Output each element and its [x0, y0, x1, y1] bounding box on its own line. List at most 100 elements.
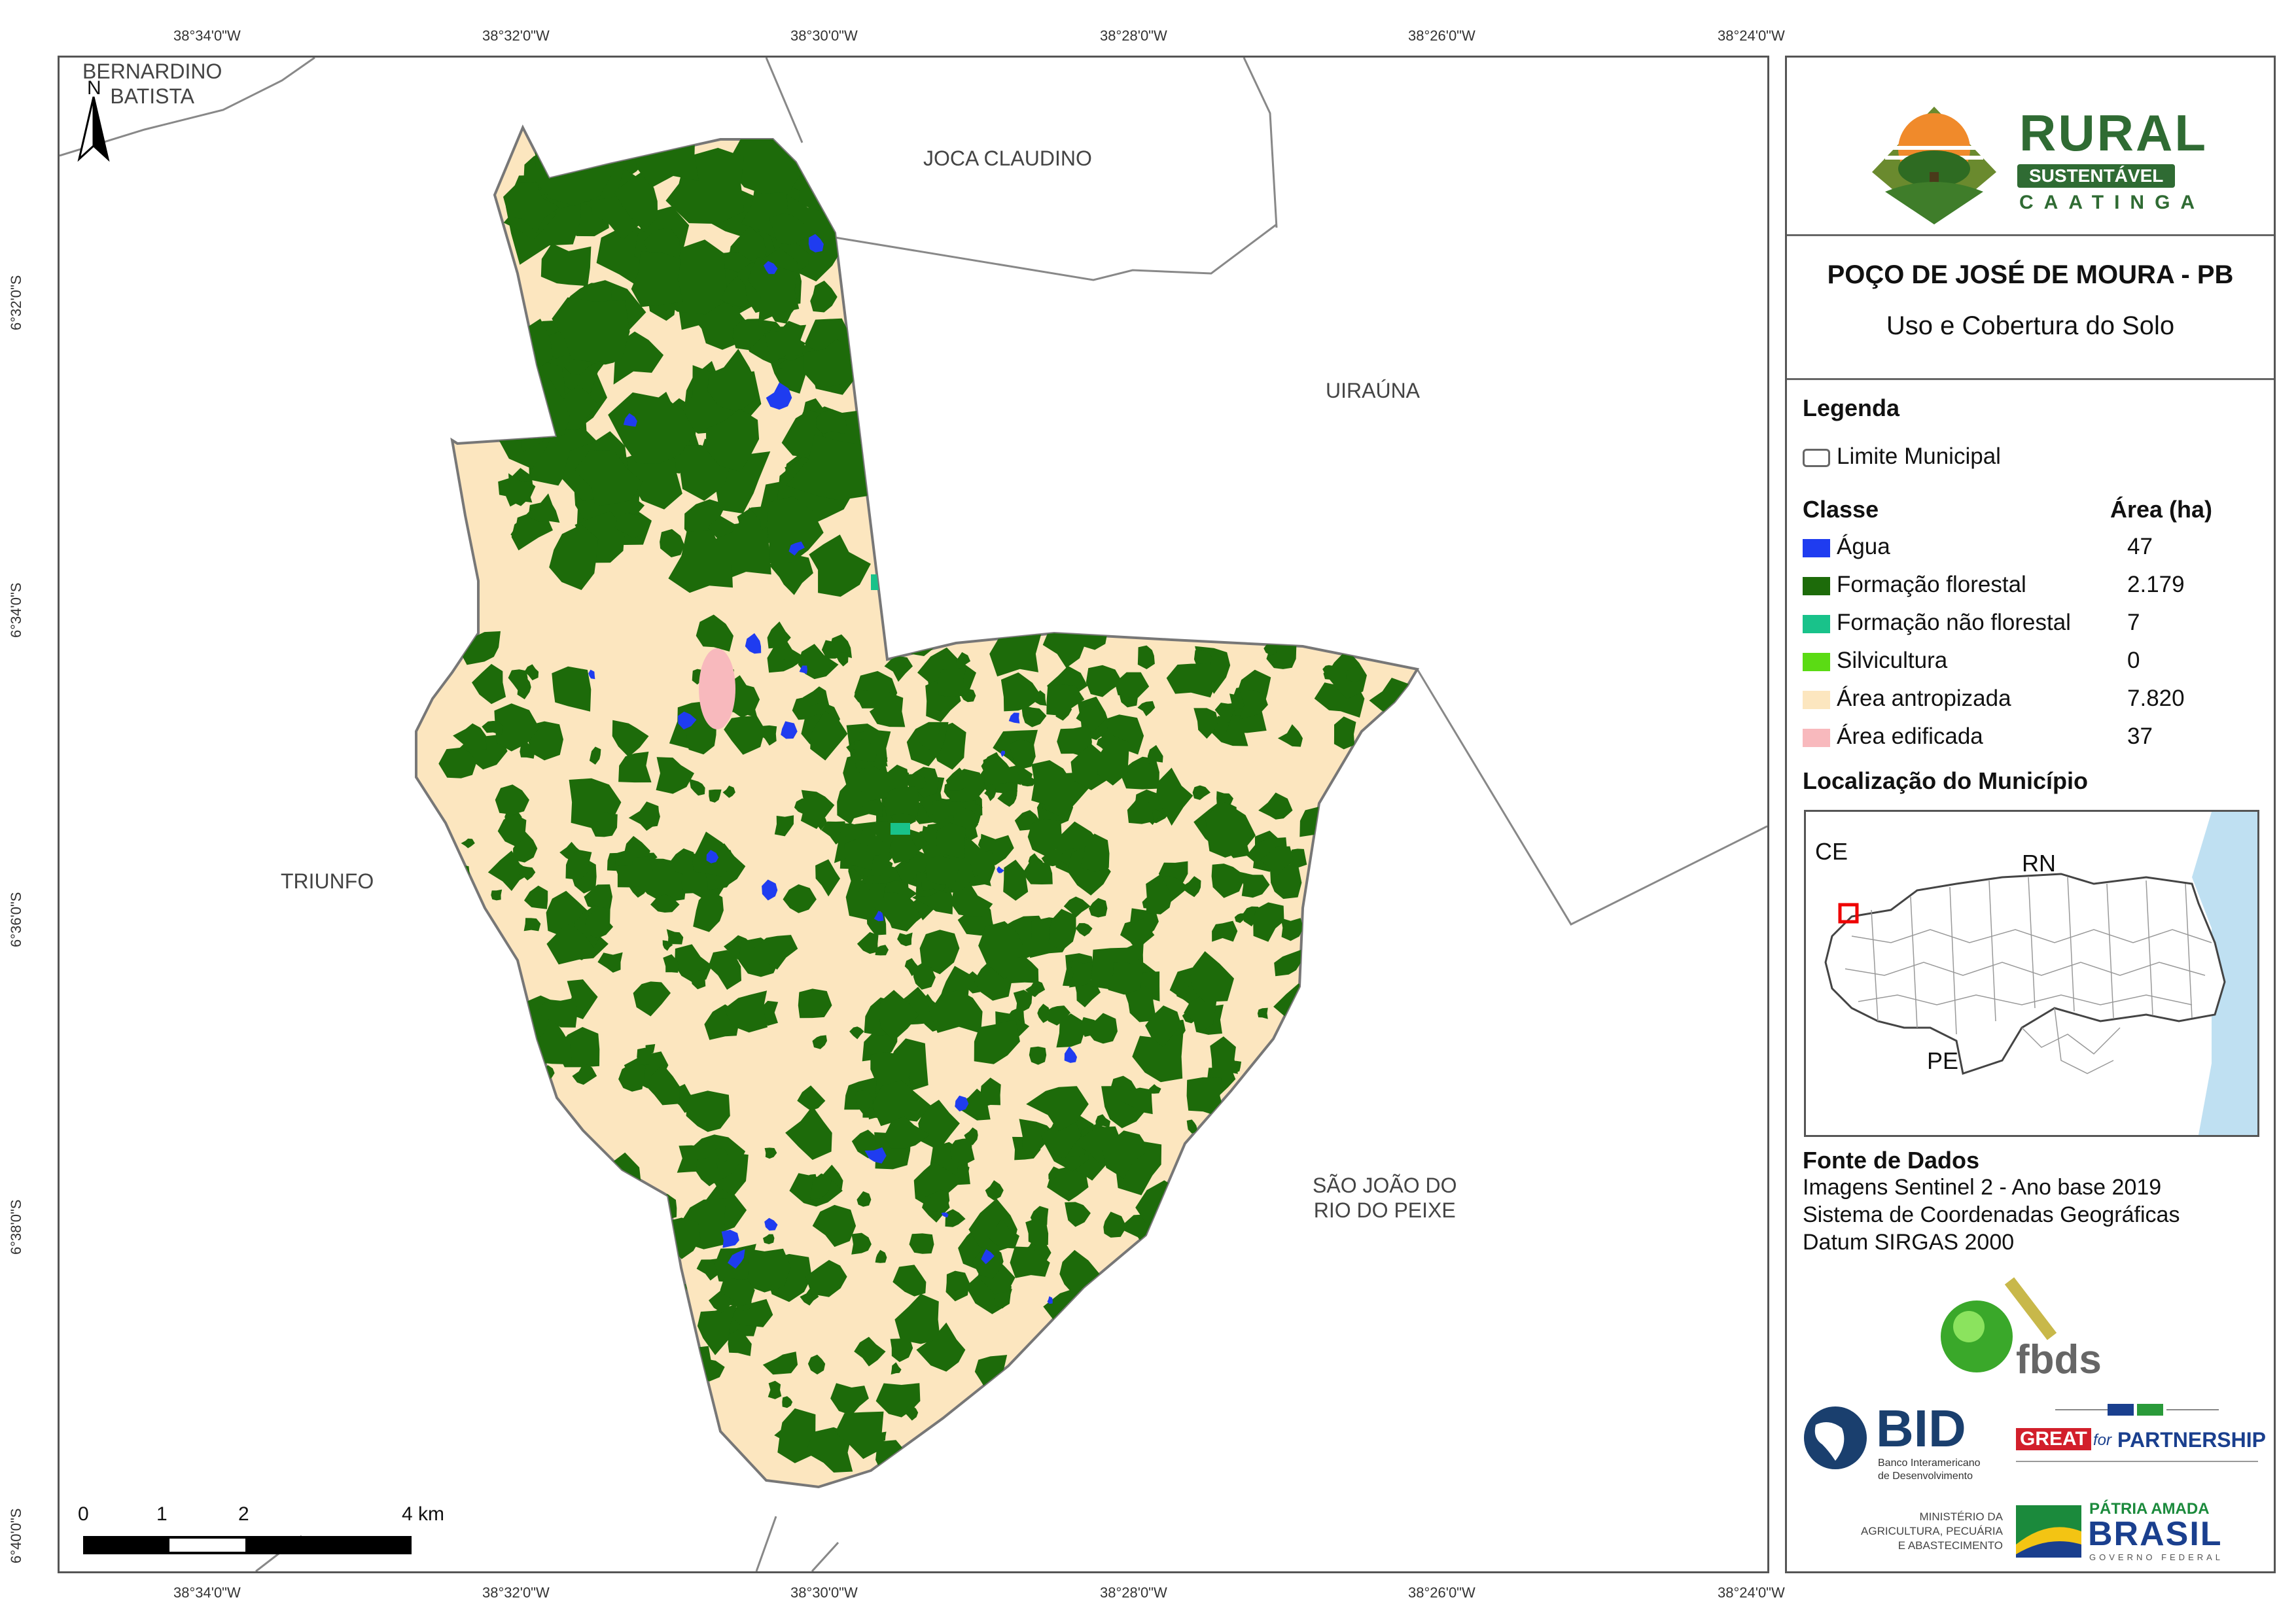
forest-patch — [708, 950, 741, 990]
water-body — [762, 879, 778, 901]
ministerio-text: MINISTÉRIO DA AGRICULTURA, PECUÁRIA E AB… — [1826, 1510, 2003, 1553]
forest-patch — [1285, 1076, 1307, 1102]
forest-patch — [538, 1338, 554, 1359]
forest-patch — [805, 1260, 847, 1297]
forest-patch — [1190, 951, 1234, 1002]
forest-patch — [730, 684, 760, 718]
forest-patch — [972, 1430, 1016, 1466]
forest-patch — [1326, 1079, 1354, 1108]
forest-patch — [427, 1128, 448, 1148]
forest-patch — [1022, 861, 1053, 884]
water-body — [766, 382, 792, 410]
forest-patch — [804, 1174, 817, 1187]
forest-patch — [1398, 689, 1415, 708]
water-body — [942, 395, 951, 406]
forest-patch — [1205, 802, 1256, 858]
forest-patch — [864, 875, 874, 890]
forest-patch — [1292, 997, 1333, 1037]
forest-patch — [506, 473, 533, 507]
forest-patch — [666, 929, 684, 945]
forest-patch — [920, 1462, 941, 1487]
lon-label-top: 38°30'0"W — [790, 27, 858, 44]
forest-patch — [1349, 927, 1385, 976]
forest-patch — [1349, 1463, 1368, 1481]
forest-patch — [1322, 1244, 1333, 1254]
forest-patch — [1075, 923, 1093, 937]
forest-patch — [614, 513, 645, 538]
forest-patch — [1333, 855, 1347, 873]
forest-patch — [1044, 1005, 1070, 1026]
forest-patch — [691, 969, 707, 990]
forest-patch — [1250, 1158, 1299, 1212]
forest-patch — [493, 1324, 516, 1348]
forest-patch — [945, 1270, 970, 1302]
forest-patch — [1258, 792, 1293, 820]
forest-patch — [849, 1026, 864, 1039]
forest-patch — [810, 281, 838, 313]
water-body — [764, 261, 778, 274]
legend-class-label: Silvicultura — [1837, 648, 1948, 673]
forest-patch — [1166, 663, 1218, 698]
forest-patch — [1268, 1418, 1300, 1452]
forest-patch — [890, 1338, 913, 1363]
forest-patch — [857, 1191, 872, 1207]
forest-patch — [1330, 1380, 1362, 1420]
forest-patch — [1316, 896, 1328, 911]
forest-patch — [1080, 833, 1110, 872]
north-arrow: N — [73, 77, 118, 162]
forest-patch — [1145, 1005, 1182, 1047]
forest-patch — [1222, 1184, 1233, 1198]
forest-patch — [630, 1338, 667, 1384]
forest-patch — [547, 1370, 567, 1389]
forest-patch — [1048, 1166, 1059, 1179]
scale-bar: 0 1 2 4 km — [78, 1497, 484, 1569]
forest-patch — [668, 529, 733, 593]
forest-patch — [1340, 1334, 1373, 1375]
water-body — [1064, 1046, 1077, 1063]
forest-patch — [1097, 735, 1129, 786]
lat-label: 6°40'0"S — [8, 1508, 24, 1563]
forest-patch — [724, 716, 766, 755]
forest-patch — [1287, 1182, 1313, 1208]
forest-patch — [1388, 637, 1415, 665]
forest-patch — [489, 1370, 533, 1426]
forest-patch — [800, 790, 835, 829]
water-body — [945, 288, 958, 301]
forest-patch — [451, 1017, 497, 1068]
forest-patch — [728, 1329, 752, 1356]
forest-patch — [855, 1089, 873, 1116]
forest-patch — [429, 1015, 472, 1046]
forest-patch — [631, 251, 683, 307]
forest-patch — [436, 1214, 484, 1265]
forest-patch — [1140, 1331, 1151, 1343]
forest-patch — [1195, 1336, 1218, 1369]
forest-patch — [907, 774, 927, 790]
forest-patch — [482, 721, 504, 735]
state-label-pe: PE — [1927, 1047, 1959, 1074]
forest-patch — [1253, 1219, 1294, 1262]
forest-patch — [794, 798, 809, 814]
legend-class-area: 47 — [2127, 534, 2153, 559]
forest-patch — [1357, 1259, 1403, 1313]
forest-patch — [618, 1063, 646, 1092]
map-title: POÇO DE JOSÉ DE MOURA - PB — [1827, 260, 2234, 289]
forest-patch — [807, 1354, 826, 1375]
neighbor-label-bernardino-batista: BERNARDINO BATISTA — [82, 59, 222, 109]
caatinga-tree-icon — [1872, 107, 1996, 224]
forest-patch — [696, 614, 733, 652]
forest-patch — [1380, 992, 1408, 1027]
forest-patch — [491, 1153, 512, 1180]
forest-patch — [755, 1000, 779, 1026]
forest-patch — [719, 251, 752, 273]
forest-patch — [1127, 792, 1154, 824]
forest-patch — [1181, 1172, 1210, 1204]
paraiba-state-map — [1824, 812, 2257, 1135]
water-body — [706, 850, 719, 864]
legend-label: Limite Municipal — [1837, 444, 2001, 469]
forest-patch — [1263, 641, 1277, 655]
water-body — [781, 721, 798, 739]
forest-patch — [1150, 1268, 1190, 1308]
forest-patch — [457, 631, 501, 665]
forest-patch — [875, 945, 889, 956]
map-frame: BERNARDINO BATISTA JOCA CLAUDINO UIRAÚNA… — [58, 56, 1769, 1573]
